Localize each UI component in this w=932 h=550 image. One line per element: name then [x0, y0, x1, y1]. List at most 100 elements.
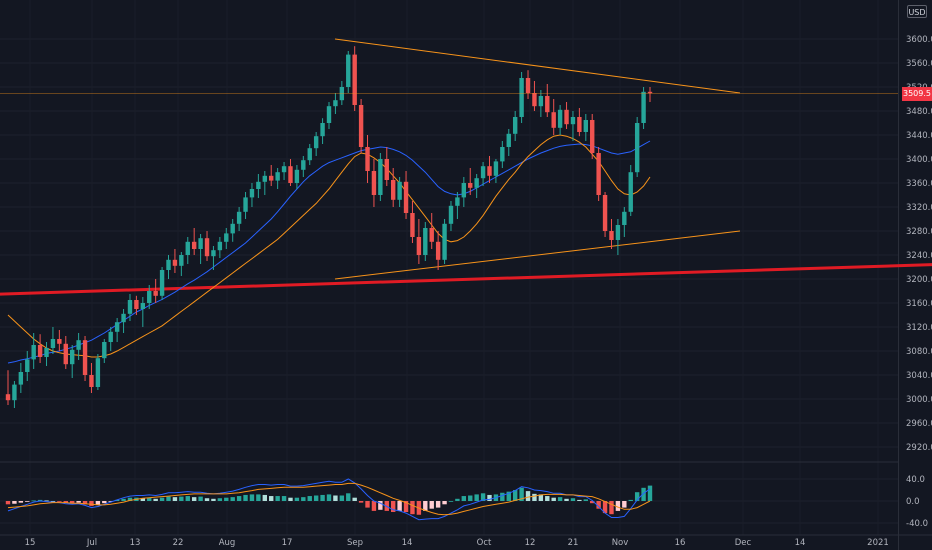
candle-body	[371, 171, 377, 195]
trendline	[334, 230, 741, 280]
macd-histogram-bar	[121, 498, 126, 501]
candle-body	[596, 153, 601, 195]
macd-histogram-bar	[95, 501, 101, 505]
time-tick-label: Dec	[735, 538, 752, 548]
macd-histogram-bar	[262, 494, 267, 501]
candle-body	[410, 213, 415, 237]
candle-body	[185, 241, 190, 255]
candle-body	[583, 120, 588, 132]
candle-body	[108, 331, 113, 342]
macd-axis[interactable]: 40.0 0.0 -40.0	[906, 475, 928, 529]
macd-histogram-bar	[108, 501, 113, 502]
candle-body	[288, 166, 293, 183]
price-tick-label: 3040.0	[906, 371, 932, 381]
macd-histogram-bar	[320, 494, 325, 501]
time-tick-label: 13	[130, 538, 141, 548]
macd-histogram-bar	[153, 498, 158, 501]
macd-histogram-bar	[5, 501, 11, 505]
candle-body	[281, 166, 287, 173]
price-axis[interactable]: 2920.0 2960.0 3000.0 3040.0 3080.0 3120.0 3160…	[906, 35, 932, 453]
candle-body	[448, 205, 454, 224]
moving-average-line	[7, 134, 651, 358]
macd-histogram-bar	[506, 491, 511, 501]
time-axis[interactable]: 15 Jul 13 22 Aug 17 Sep 14 Oct 12 21 Nov 16 Dec 14 2021	[25, 538, 889, 548]
candle-body	[114, 322, 120, 332]
last-price-label: 3509.5	[902, 87, 932, 101]
time-tick-label: Sep	[347, 538, 363, 548]
candle-body	[461, 183, 467, 198]
macd-histogram-bar	[583, 499, 588, 501]
candle-body	[634, 123, 640, 173]
macd-tick-label: 40.0	[906, 475, 925, 485]
macd-histogram-bar	[294, 497, 300, 501]
macd-histogram-bar	[442, 501, 447, 505]
candle-body	[455, 197, 460, 206]
price-tick-label: 2920.0	[906, 443, 932, 453]
time-tick-label: Oct	[477, 538, 492, 548]
candle-body	[37, 345, 43, 357]
macd-histogram-bar	[82, 501, 88, 505]
candle-body	[378, 159, 383, 195]
time-tick-label: 22	[173, 538, 184, 548]
macd-histogram-bar	[480, 493, 486, 501]
candle-body	[179, 255, 184, 266]
currency-button[interactable]: USD	[907, 5, 927, 18]
price-tick-label: 3320.0	[906, 203, 932, 213]
candle-body	[217, 241, 223, 251]
candle-body	[506, 133, 511, 147]
candle-body	[269, 175, 274, 181]
macd-histogram-bar	[423, 501, 428, 511]
candle-body	[95, 358, 101, 387]
candle-body	[5, 394, 11, 401]
candle-body	[127, 300, 133, 314]
candle-body	[31, 345, 36, 360]
macd-histogram-bar	[127, 497, 133, 501]
macd-histogram-bar	[577, 499, 582, 501]
macd-histogram-bar	[70, 501, 75, 504]
candle-body	[25, 359, 30, 372]
candle-body	[12, 384, 17, 401]
macd-histogram-bar	[166, 496, 171, 501]
candle-body	[346, 54, 351, 87]
candle-body	[416, 237, 422, 255]
macd-histogram-bar	[89, 501, 94, 506]
macd-histogram-bar	[602, 501, 608, 514]
macd-histogram-bar	[224, 497, 229, 501]
macd-histogram-bar	[365, 501, 370, 508]
macd-histogram-bar	[37, 499, 43, 501]
price-tick-label: 3440.0	[906, 131, 932, 141]
candle-body	[172, 259, 178, 266]
time-tick-label: Jul	[86, 538, 97, 548]
time-tick-label: 17	[282, 538, 293, 548]
price-tick-label: 3160.0	[906, 299, 932, 309]
candle-body	[191, 241, 197, 249]
macd-histogram-bar	[461, 496, 467, 501]
trendlines[interactable]	[0, 38, 932, 306]
candle-body	[134, 300, 139, 309]
macd-histogram-bar	[102, 501, 107, 504]
candle-body	[512, 117, 518, 134]
macd-histogram-bar	[18, 501, 24, 503]
candle-body	[423, 228, 428, 255]
candle-body	[211, 250, 216, 257]
macd-histogram-bar	[378, 501, 383, 510]
macd-histogram-bar	[435, 501, 441, 508]
candle-body	[538, 96, 544, 107]
candle-body	[313, 136, 319, 149]
candle-body	[480, 166, 486, 179]
macd-histogram-bar	[140, 498, 146, 501]
price-tick-label: 3200.0	[906, 275, 932, 285]
candle-body	[532, 93, 537, 107]
macd-histogram-bar	[204, 498, 210, 501]
candle-body	[628, 172, 633, 212]
macd-histogram-bar	[243, 494, 248, 501]
candle-body	[18, 372, 24, 385]
macd-histogram-bar	[269, 496, 274, 501]
candle-body	[647, 91, 653, 94]
candle-body	[301, 160, 306, 170]
macd-histogram-bar	[519, 487, 524, 501]
candle-body	[198, 238, 203, 249]
candle-body	[307, 148, 312, 161]
